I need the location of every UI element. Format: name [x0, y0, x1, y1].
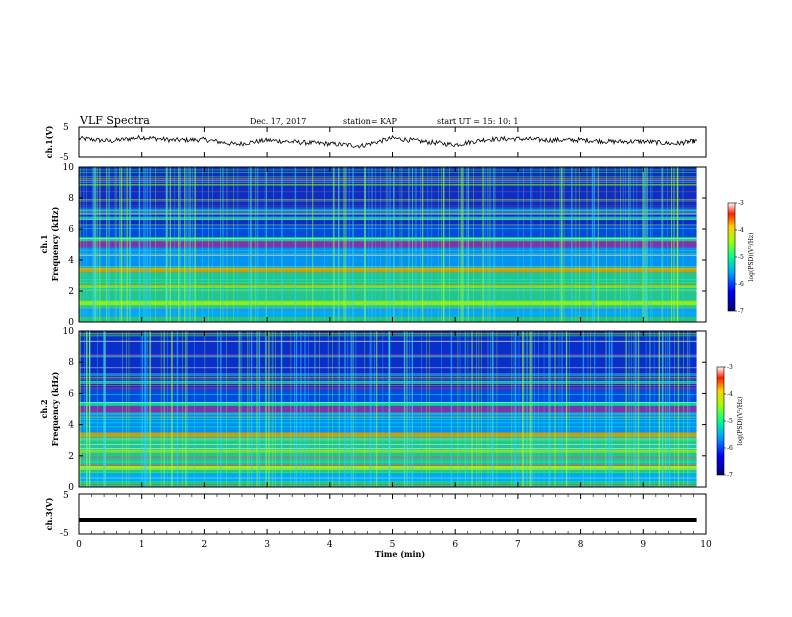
ch1-ytick-top: 5: [63, 123, 69, 133]
colorbar-tick-label: -6: [738, 281, 744, 288]
x-axis-label: Time (min): [375, 549, 425, 559]
ch2-spectrogram-ylabel-freq: Frequency (kHz): [50, 371, 60, 446]
ch1-waveform-line: [78, 134, 697, 149]
xtick-label: 9: [640, 540, 646, 550]
xtick-label: 10: [700, 540, 712, 550]
xtick-label: 0: [76, 540, 82, 550]
x-axis-ticks: 0 1 2 3 4 5 6 7 8 9 10: [76, 127, 712, 550]
ch1-waveform-ylabel: ch.1(V): [44, 125, 54, 158]
start-time-label: start UT = 15: 10: 1: [437, 117, 518, 126]
ytick-label: 4: [68, 256, 74, 266]
ytick-label: 2: [68, 287, 74, 297]
ytick-label: 2: [68, 452, 74, 462]
spectral-band: [79, 388, 706, 402]
ch1-ytick-bottom: -5: [60, 153, 69, 163]
colorbar-tick-label: -4: [727, 391, 733, 398]
colorbar-tick-label: -3: [727, 364, 733, 371]
spectral-band: [79, 216, 706, 220]
ch3-ytick-bottom: -5: [60, 529, 69, 539]
no-data-region: [696, 331, 706, 487]
xtick-label: 7: [515, 540, 521, 550]
ch2-spectrogram-bands: [79, 331, 706, 487]
ch1-colorbar: [727, 202, 736, 312]
ch2-colorbar-ticks: -3 -4 -5 -6 -7: [724, 364, 733, 479]
colorbar-tick-label: -3: [738, 200, 744, 207]
ch1-colorbar-ticks: -3 -4 -5 -6 -7: [735, 200, 744, 315]
spectral-band: [79, 401, 706, 406]
spectral-band: [79, 237, 706, 242]
ytick-label: 10: [63, 163, 75, 173]
spectral-band: [79, 301, 706, 305]
ytick-label: 6: [68, 389, 74, 399]
ytick-label: 4: [68, 421, 74, 431]
xtick-label: 8: [578, 540, 584, 550]
ytick-label: 10: [63, 327, 75, 337]
colorbar-tick-label: -6: [727, 445, 733, 452]
ytick-label: 8: [68, 358, 74, 368]
spectral-band: [79, 405, 706, 413]
spectral-band: [79, 267, 706, 273]
colorbar-tick-label: -7: [727, 472, 733, 479]
ytick-label: 0: [68, 483, 74, 493]
ch1-colorbar-label: log(PSD)(V²/Hz): [748, 233, 755, 282]
xtick-label: 2: [202, 540, 208, 550]
ch2-spectrogram-ylabel-channel: ch.2: [39, 399, 49, 418]
ch1-spectrogram-ylabel-freq: Frequency (kHz): [50, 206, 60, 281]
xtick-label: 5: [390, 540, 396, 550]
figure-title: VLF Spectra: [79, 114, 150, 127]
colorbar-tick-label: -5: [727, 418, 733, 425]
spectral-band: [79, 241, 706, 248]
xtick-label: 4: [327, 540, 333, 550]
ytick-label: 6: [68, 225, 74, 235]
ch2-colorbar-label: log(PSD)(V²/Hz): [737, 397, 744, 446]
ch3-waveform-panel: 5 -5 ch.3(V): [44, 491, 707, 539]
xtick-label: 3: [264, 540, 270, 550]
colorbar-tick-label: -5: [738, 254, 744, 261]
ch2-spectrogram-yticks: 0 2 4 6 8 10: [63, 327, 706, 493]
ch1-spectrogram-ylabel-channel: ch.1: [39, 234, 49, 253]
spectral-band: [79, 224, 706, 238]
spectral-band: [79, 472, 706, 482]
ch3-waveform-frame: [78, 493, 707, 535]
spectral-band: [79, 449, 706, 453]
ch3-waveform-ylabel: ch.3(V): [44, 497, 54, 530]
spectral-band: [79, 308, 706, 317]
spectral-band: [79, 373, 706, 377]
colorbar-tick-label: -7: [738, 308, 744, 315]
ch1-spectrogram-yticks: 0 2 4 6 8 10: [63, 163, 706, 328]
ytick-label: 8: [68, 194, 74, 204]
ch1-waveform-panel: 5 -5 ch.1(V): [44, 123, 707, 163]
figure-date: Dec. 17, 2017: [250, 117, 306, 126]
xtick-label: 1: [139, 540, 145, 550]
ch3-ytick-top: 5: [63, 491, 69, 501]
spectral-band: [79, 432, 706, 438]
station-label: station= KAP: [343, 117, 398, 126]
xtick-label: 6: [452, 540, 458, 550]
ch1-spectrogram-bands: [79, 167, 706, 322]
colorbar-tick-label: -4: [738, 227, 744, 234]
spectral-band: [79, 284, 706, 288]
ytick-label: 0: [68, 318, 74, 328]
ch2-colorbar: [716, 366, 725, 476]
no-data-region: [696, 167, 706, 322]
